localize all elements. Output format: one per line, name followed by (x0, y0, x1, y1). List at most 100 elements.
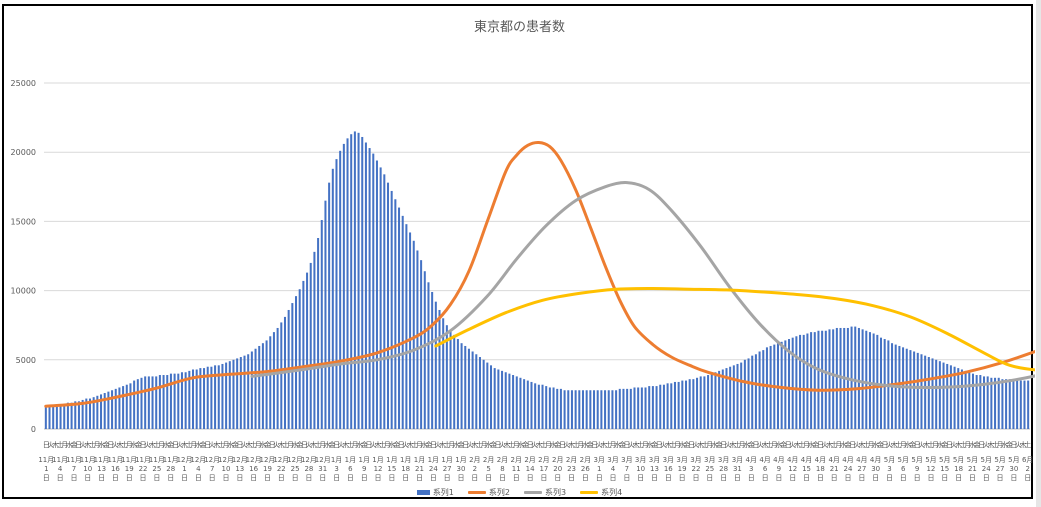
bar (1008, 379, 1011, 429)
x-tick-weekday: 水 (421, 440, 428, 449)
bar (997, 377, 1000, 429)
bar (563, 390, 566, 429)
bar (751, 355, 754, 429)
bar (144, 376, 147, 429)
bar (994, 377, 997, 429)
bar (699, 376, 702, 429)
x-tick-weekday: 木 (471, 440, 478, 449)
bar (478, 357, 481, 429)
bar (655, 386, 658, 429)
x-tick-weekday: 水 (840, 440, 847, 449)
bar (707, 375, 710, 429)
bar (394, 199, 397, 429)
x-tick-weekday: 金 (296, 440, 303, 449)
bar (1019, 380, 1022, 429)
x-tick-weekday: 月 (222, 441, 229, 449)
x-tick-weekday: 月 (964, 441, 971, 449)
bar (696, 377, 699, 429)
x-tick-weekday: 月 (706, 441, 713, 449)
bar (964, 370, 967, 429)
x-tick-weekday: 水 (614, 440, 621, 449)
bar (261, 343, 264, 429)
x-tick-date: 3月 16 日 (663, 456, 674, 482)
x-tick-weekday: 火 (886, 441, 893, 449)
bar (254, 348, 257, 429)
legend-swatch (580, 491, 599, 494)
bar (607, 390, 610, 429)
x-tick-weekday: 月 (932, 441, 939, 449)
bar (489, 365, 493, 429)
x-tick-weekday: 金 (683, 440, 690, 449)
x-tick-weekday: 日 (172, 441, 179, 449)
bar (872, 333, 875, 429)
x-tick-weekday: 水 (775, 440, 782, 449)
bar (754, 354, 757, 429)
x-tick-weekday: 土 (186, 440, 193, 449)
bar (188, 370, 191, 429)
bar (567, 390, 570, 429)
x-tick-weekday: 土 (89, 440, 96, 449)
y-tick-label: 5000 (16, 356, 36, 365)
x-tick-date: 12月 13 日 (232, 456, 248, 482)
bar (339, 150, 342, 430)
bar (140, 377, 143, 429)
x-tick-weekday: 水 (388, 440, 395, 449)
x-tick-weekday: 火 (80, 441, 87, 449)
x-tick-date: 1月 24 日 (428, 456, 439, 482)
bar (306, 272, 309, 429)
bar (191, 369, 195, 429)
x-tick-date: 1月 12 日 (372, 456, 383, 482)
bar (659, 384, 662, 429)
bar (975, 375, 978, 429)
bar (59, 404, 62, 429)
bar (879, 337, 883, 429)
x-tick-date: 4月 30 日 (870, 456, 881, 482)
bar (960, 369, 963, 429)
bar (350, 134, 353, 429)
bar (55, 404, 58, 429)
bar (96, 395, 99, 429)
x-tick-date: 12月 7 日 (204, 456, 220, 482)
x-tick-weekday: 月 (577, 441, 584, 449)
x-tick-weekday: 日 (43, 441, 50, 449)
x-tick-weekday: 土 (379, 440, 386, 449)
bar (118, 387, 121, 429)
bar (298, 289, 301, 429)
bar (626, 388, 629, 429)
x-tick-weekday: 火 (854, 441, 861, 449)
x-tick-weekday: 水 (227, 440, 234, 449)
bar (519, 377, 522, 429)
bar (637, 387, 640, 429)
chart-title: 東京都の患者数 (473, 20, 565, 35)
bar (508, 373, 511, 429)
x-tick-weekday: 木 (407, 440, 414, 449)
x-tick-date: 11月 19 日 (121, 456, 137, 482)
x-tick-weekday: 火 (499, 441, 506, 449)
bar (320, 220, 323, 429)
x-tick-weekday: 火 (241, 441, 248, 449)
bar (475, 354, 478, 429)
x-tick-weekday: 日 (365, 441, 372, 449)
bar (548, 387, 551, 429)
x-tick-date: 4月 9 日 (773, 456, 784, 482)
bar (559, 388, 562, 429)
x-tick-weekday: 日 (333, 441, 340, 449)
x-tick-weekday: 金 (619, 440, 626, 449)
x-tick-weekday: 火 (725, 441, 732, 449)
x-tick-date: 5月 21 日 (967, 456, 978, 482)
bar (210, 366, 213, 429)
x-tick-weekday: 木 (891, 440, 898, 449)
bar (824, 330, 827, 429)
x-tick-date: 2月 20 日 (552, 456, 563, 482)
x-tick-weekday: 月 (674, 441, 681, 449)
x-tick-date: 11月 22 日 (135, 456, 151, 482)
bar (512, 375, 515, 429)
bar (556, 388, 559, 429)
bar (905, 348, 908, 429)
bar (206, 366, 209, 429)
bar (324, 200, 327, 429)
x-tick-date: 5月 27 日 (994, 456, 1005, 482)
x-tick-weekday: 木 (504, 440, 511, 449)
bar (589, 390, 592, 429)
x-tick-weekday: 日 (527, 441, 534, 449)
